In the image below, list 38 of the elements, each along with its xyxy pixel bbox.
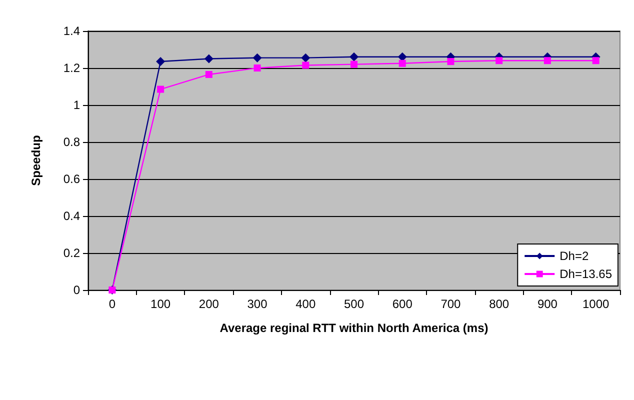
x-tick-label: 600 (392, 297, 413, 311)
x-tick-label: 500 (344, 297, 364, 311)
x-tick-label: 0 (108, 297, 116, 311)
x-tick-label: 1000 (582, 297, 610, 311)
point (592, 57, 600, 64)
y-tick-label: 1.2 (63, 61, 80, 75)
legend-label: Dh=13.65 (560, 267, 612, 281)
y-tick-label: 0.6 (63, 172, 80, 186)
point (398, 60, 406, 67)
y-tick-label: 1 (73, 98, 80, 112)
legend-label: Dh=2 (560, 249, 589, 263)
point (204, 54, 214, 64)
point (157, 86, 164, 93)
point (252, 53, 262, 62)
point (350, 60, 358, 68)
x-tick-label: 300 (247, 297, 268, 311)
x-axis-title: Average reginal RTT within North America (ms) (220, 321, 488, 335)
point (496, 57, 503, 64)
point (302, 62, 310, 69)
x-tick-label: 100 (150, 297, 171, 311)
point (205, 70, 212, 78)
x-tick-label: 700 (440, 297, 462, 311)
x-tick-label: 400 (296, 297, 316, 311)
point (254, 64, 261, 72)
y-tick-label: 1.4 (63, 24, 80, 38)
y-tick-label: 0 (73, 283, 80, 297)
point (156, 57, 166, 66)
x-tick-label: 800 (489, 297, 510, 311)
point (447, 58, 454, 66)
y-tick-label: 0.2 (63, 246, 80, 260)
y-axis-title: Speedup (29, 135, 43, 186)
point (350, 52, 358, 62)
point (301, 53, 310, 62)
y-tick-label: 0.8 (63, 135, 80, 149)
y-tick-label: 0.4 (63, 209, 80, 223)
x-tick-label: 900 (537, 297, 558, 311)
x-tick-label: 200 (198, 297, 220, 311)
point (544, 57, 551, 64)
